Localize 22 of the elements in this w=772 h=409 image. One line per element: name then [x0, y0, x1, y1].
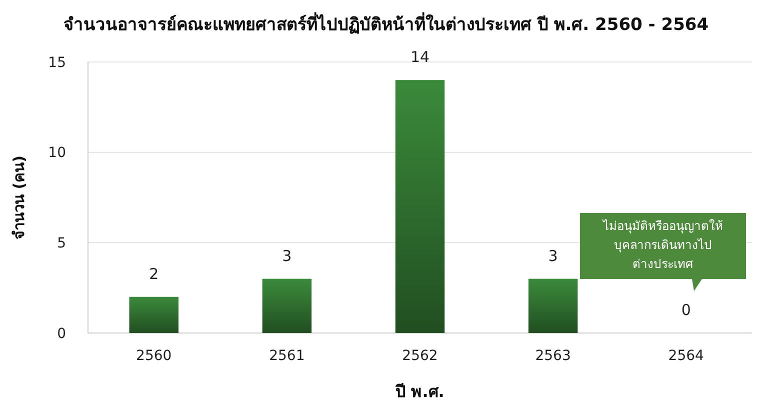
annotation: ไม่อนุมัติหรืออนุญาตให้ บุคลากรเดินทางไป ต่างประเทศ [602, 219, 723, 271]
data-label: 3 [548, 246, 558, 265]
bar [395, 80, 445, 333]
y-tick-label: 5 [57, 236, 66, 252]
x-tick-label: 2560 [136, 348, 172, 364]
y-tick-label: 0 [57, 326, 66, 342]
data-label: 14 [410, 48, 430, 66]
bar [528, 278, 578, 333]
bar [129, 296, 178, 333]
x-tick-label: 2563 [535, 348, 571, 364]
bar [262, 278, 312, 333]
data-label: 2 [149, 264, 159, 283]
y-tick-label: 15 [48, 54, 66, 71]
data-label: 3 [282, 246, 292, 265]
data-label: 0 [681, 301, 691, 319]
chart-title: จำนวนอาจารย์คณะแพทยศาสตร์ที่ไปปฏิบัติหน้าที่ในต่างประเทศ ปี พ.ศ. 2560 - 2564 [63, 12, 709, 35]
x-tick-label: 2561 [269, 348, 305, 364]
x-tick-label: 2564 [668, 348, 704, 364]
y-axis-title: จำนวน (คน) [10, 156, 28, 240]
y-tick-label: 10 [48, 145, 66, 162]
x-tick-label: 2562 [402, 348, 438, 364]
x-axis-title: ปี พ.ศ. [394, 382, 444, 401]
